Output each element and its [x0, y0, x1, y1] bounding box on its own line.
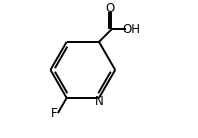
Text: OH: OH — [122, 23, 140, 36]
Text: O: O — [106, 2, 115, 15]
Text: F: F — [51, 107, 58, 120]
Text: N: N — [95, 95, 104, 108]
